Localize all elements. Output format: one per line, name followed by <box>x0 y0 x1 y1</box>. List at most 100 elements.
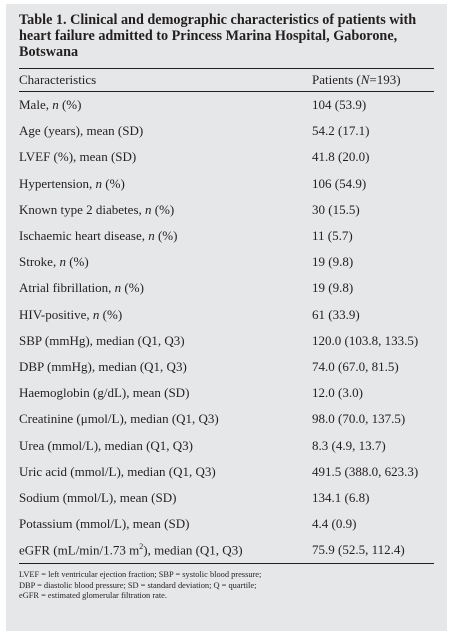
table-row: Stroke, n (%) 19 (9.8) <box>19 249 434 275</box>
row-label: Creatinine (μmol/L), median (Q1, Q3) <box>19 411 219 427</box>
row-value: 11 (5.7) <box>312 228 353 244</box>
row-value: 491.5 (388.0, 623.3) <box>312 463 419 479</box>
row-characteristic: Stroke, n (%) <box>19 249 312 275</box>
table-row: Male, n (%) 104 (53.9) <box>19 92 434 119</box>
row-label-italic: n <box>92 306 100 322</box>
row-label: eGFR (mL/min/1.73 m <box>19 542 140 558</box>
row-characteristic: Urea (mmol/L), median (Q1, Q3) <box>19 432 312 458</box>
row-label-italic: n <box>145 201 152 217</box>
row-label-rest: (%) <box>65 254 89 270</box>
row-characteristic: Age (years), mean (SD) <box>19 118 312 144</box>
row-value: 75.9 (52.5, 112.4) <box>312 542 405 558</box>
row-label-rest: (%) <box>102 175 125 191</box>
row-label: LVEF (%), mean (SD) <box>19 149 137 165</box>
table-row: SBP (mmHg), median (Q1, Q3) 120.0 (103.8,… <box>19 328 434 354</box>
row-characteristic: Potassium (mmol/L), mean (SD) <box>19 511 312 537</box>
row-value: 4.4 (0.9) <box>312 516 357 532</box>
row-label: Ischaemic heart disease, <box>19 228 149 244</box>
row-characteristic: DBP (mmHg), median (Q1, Q3) <box>19 354 312 380</box>
header-patients-prefix: Patients ( <box>312 72 361 87</box>
row-label: Stroke, <box>19 254 60 270</box>
table-row: HIV-positive, n (%) 61 (33.9) <box>19 302 434 328</box>
table-row: Urea (mmol/L), median (Q1, Q3) 8.3 (4.9, … <box>19 432 434 458</box>
table-panel: Table 1. Clinical and demographic charac… <box>6 4 447 631</box>
row-label: Uric acid (mmol/L), median (Q1, Q3) <box>19 463 216 479</box>
row-label-rest: (%) <box>99 306 123 322</box>
header-patients-suffix: =193) <box>369 72 401 87</box>
table-title: Table 1. Clinical and demographic charac… <box>19 12 417 60</box>
table-row: Potassium (mmol/L), mean (SD) 4.4 (0.9) <box>19 511 434 537</box>
header-patients: Patients (N=193) <box>312 69 434 92</box>
table-row: Haemoglobin (g/dL), mean (SD) 12.0 (3.0) <box>19 380 434 406</box>
row-value: 98.0 (70.0, 137.5) <box>312 411 406 427</box>
row-label-rest: (%) <box>154 228 178 244</box>
row-label-rest: ), median (Q1, Q3) <box>143 542 243 558</box>
table-row: Sodium (mmol/L), mean (SD) 134.1 (6.8) <box>19 485 434 511</box>
row-label: Atrial fibrillation, <box>19 280 115 296</box>
row-label-italic: n <box>148 228 155 244</box>
row-label: Potassium (mmol/L), mean (SD) <box>19 516 190 532</box>
table-row: Uric acid (mmol/L), median (Q1, Q3) 491.5… <box>19 459 434 485</box>
row-value: 41.8 (20.0) <box>312 149 370 165</box>
header-patients-n: N <box>360 72 370 87</box>
row-characteristic: Creatinine (μmol/L), median (Q1, Q3) <box>19 406 312 432</box>
row-label: HIV-positive, <box>19 306 93 322</box>
row-characteristic: Sodium (mmol/L), mean (SD) <box>19 485 312 511</box>
row-label: DBP (mmHg), median (Q1, Q3) <box>19 358 187 374</box>
row-value: 30 (15.5) <box>312 201 360 217</box>
table-header-row: Characteristics Patients (N=193) <box>19 68 434 92</box>
row-characteristic: Uric acid (mmol/L), median (Q1, Q3) <box>19 459 312 485</box>
table-row: Ischaemic heart disease, n (%) 11 (5.7) <box>19 223 434 249</box>
row-label: Haemoglobin (g/dL), mean (SD) <box>19 385 190 401</box>
row-characteristic: LVEF (%), mean (SD) <box>19 144 312 170</box>
row-label: Sodium (mmol/L), mean (SD) <box>19 489 177 505</box>
table-row: Hypertension, n (%) 106 (54.9) <box>19 171 434 197</box>
table-row: LVEF (%), mean (SD) 41.8 (20.0) <box>19 144 434 170</box>
row-value: 12.0 (3.0) <box>312 385 363 401</box>
row-value: 8.3 (4.9, 13.7) <box>312 437 386 453</box>
row-value: 54.2 (17.1) <box>312 123 370 139</box>
footnote-line: LVEF = left ventricular ejection fractio… <box>19 570 262 580</box>
row-characteristic: Male, n (%) <box>19 92 312 119</box>
row-value: 120.0 (103.8, 133.5) <box>312 332 419 348</box>
row-value: 134.1 (6.8) <box>312 489 370 505</box>
row-value: 104 (53.9) <box>312 97 367 113</box>
footnote-line: eGFR = estimated glomerular filtration r… <box>19 591 167 601</box>
table-row: Age (years), mean (SD) 54.2 (17.1) <box>19 118 434 144</box>
row-value: 106 (54.9) <box>312 175 367 191</box>
row-value: 19 (9.8) <box>312 280 354 296</box>
row-label-italic: n <box>95 175 103 191</box>
row-label: Male, <box>19 97 53 113</box>
row-characteristic: SBP (mmHg), median (Q1, Q3) <box>19 328 312 354</box>
row-label-superscript: 2 <box>139 542 144 552</box>
row-label-italic: n <box>114 280 122 296</box>
table-row: Atrial fibrillation, n (%) 19 (9.8) <box>19 275 434 301</box>
table-row: Creatinine (μmol/L), median (Q1, Q3) 98.0… <box>19 406 434 432</box>
row-label: Hypertension, <box>19 175 96 191</box>
row-characteristic: Atrial fibrillation, n (%) <box>19 275 312 301</box>
row-label-italic: n <box>52 97 59 113</box>
row-label-rest: (%) <box>121 280 144 296</box>
table-row: eGFR (mL/min/1.73 m2), median (Q1, Q3) 75… <box>19 537 434 564</box>
row-characteristic: HIV-positive, n (%) <box>19 302 312 328</box>
row-label: SBP (mmHg), median (Q1, Q3) <box>19 332 185 348</box>
row-value: 74.0 (67.0, 81.5) <box>312 358 399 374</box>
row-characteristic: Haemoglobin (g/dL), mean (SD) <box>19 380 312 406</box>
row-characteristic: Known type 2 diabetes, n (%) <box>19 197 312 223</box>
row-characteristic: Ischaemic heart disease, n (%) <box>19 223 312 249</box>
table-row: DBP (mmHg), median (Q1, Q3) 74.0 (67.0, 8… <box>19 354 434 380</box>
row-label-italic: n <box>59 254 66 270</box>
row-label: Urea (mmol/L), median (Q1, Q3) <box>19 437 194 453</box>
row-value: 19 (9.8) <box>312 254 354 270</box>
table-footnote: LVEF = left ventricular ejection fractio… <box>19 570 434 602</box>
row-value: 61 (33.9) <box>312 306 360 322</box>
row-label-rest: (%) <box>151 201 175 217</box>
row-characteristic: Hypertension, n (%) <box>19 171 312 197</box>
row-characteristic: eGFR (mL/min/1.73 m2), median (Q1, Q3) <box>19 537 312 564</box>
footnote-line: DBP = diastolic blood pressure; SD = sta… <box>19 580 257 590</box>
row-label: Age (years), mean (SD) <box>19 123 144 139</box>
row-label: Known type 2 diabetes, <box>19 201 146 217</box>
header-characteristics: Characteristics <box>19 72 97 87</box>
table-row: Known type 2 diabetes, n (%) 30 (15.5) <box>19 197 434 223</box>
characteristics-table: Characteristics Patients (N=193) Male, n… <box>19 68 434 564</box>
